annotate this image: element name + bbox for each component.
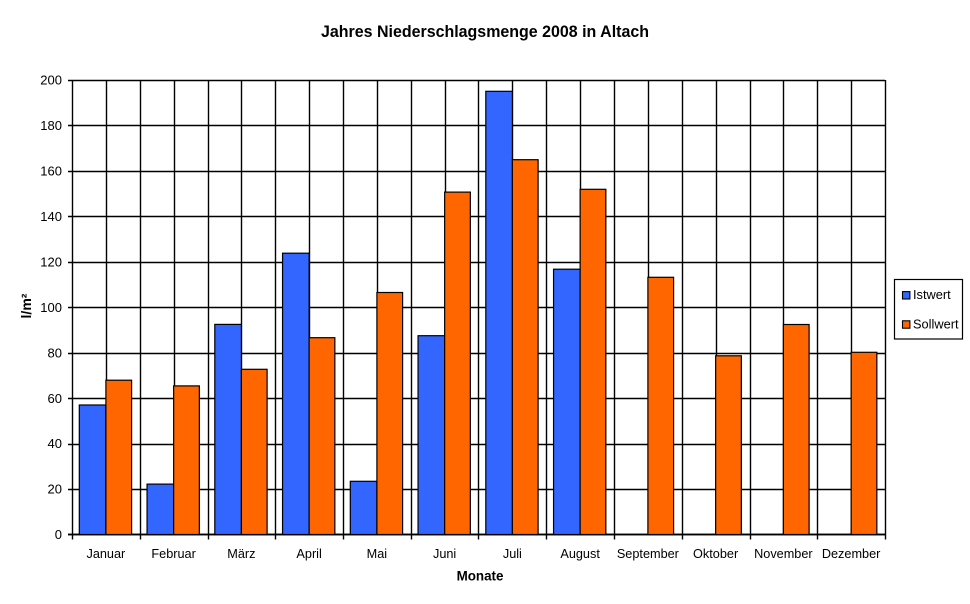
svg-text:Dezember: Dezember: [822, 547, 881, 561]
svg-text:Monate: Monate: [457, 569, 504, 584]
svg-text:60: 60: [48, 391, 62, 406]
svg-text:November: November: [754, 547, 813, 561]
svg-text:Istwert: Istwert: [913, 287, 951, 302]
svg-text:Sollwert: Sollwert: [913, 316, 959, 331]
svg-text:Jahres Niederschlagsmenge 2008: Jahres Niederschlagsmenge 2008 in Altach: [321, 22, 649, 41]
svg-text:August: August: [560, 547, 600, 561]
svg-text:100: 100: [40, 300, 62, 315]
svg-text:80: 80: [48, 345, 62, 360]
svg-text:120: 120: [40, 254, 62, 269]
svg-text:Juli: Juli: [503, 547, 522, 561]
svg-text:140: 140: [40, 209, 62, 224]
svg-text:Februar: Februar: [151, 547, 196, 561]
svg-text:März: März: [227, 547, 255, 561]
svg-text:20: 20: [48, 482, 62, 497]
svg-text:40: 40: [48, 436, 62, 451]
svg-text:0: 0: [55, 527, 62, 542]
svg-text:Juni: Juni: [433, 547, 456, 561]
svg-text:Oktober: Oktober: [693, 547, 739, 561]
svg-text:April: April: [296, 547, 321, 561]
svg-text:Januar: Januar: [86, 547, 126, 561]
svg-text:Mai: Mai: [367, 547, 387, 561]
svg-text:September: September: [617, 547, 680, 561]
svg-text:180: 180: [40, 118, 62, 133]
svg-text:200: 200: [40, 73, 62, 88]
svg-text:l/m²: l/m²: [18, 293, 34, 318]
svg-text:160: 160: [40, 164, 62, 179]
